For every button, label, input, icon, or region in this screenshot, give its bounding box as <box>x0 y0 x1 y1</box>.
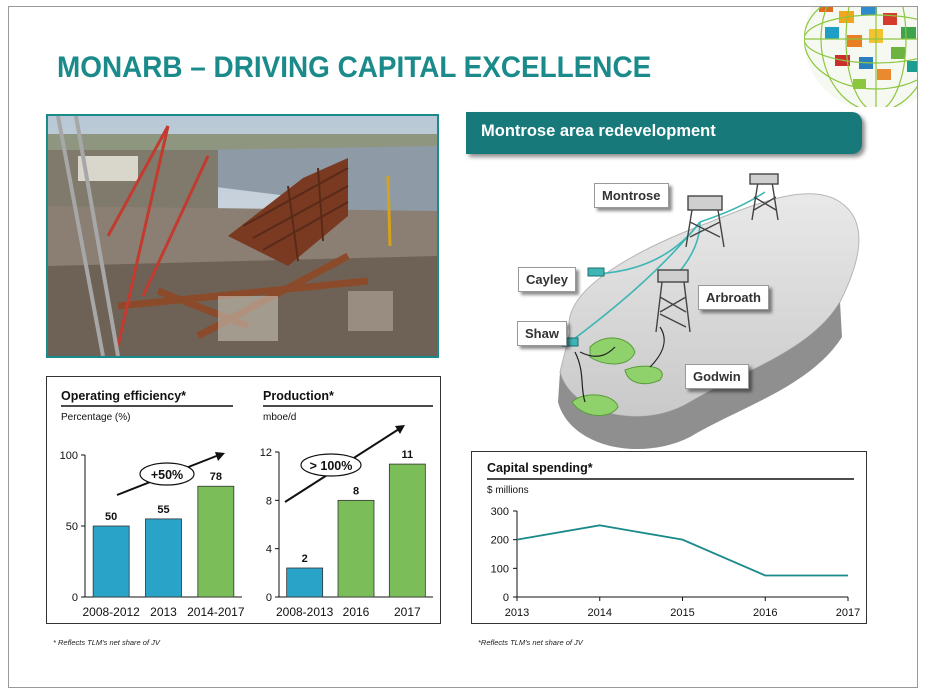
bar-charts: Operating efficiency* Percentage (%) 0 50… <box>60 389 433 619</box>
production-ytick-label: 0 <box>266 592 272 604</box>
production-title: Production* <box>263 389 334 403</box>
efficiency-bar <box>145 518 182 598</box>
platform-arbroath-icon <box>655 269 691 333</box>
efficiency-unit: Percentage (%) <box>61 412 130 423</box>
label-cayley: Cayley <box>518 267 576 292</box>
efficiency-category-label: 2014-2017 <box>187 605 245 619</box>
efficiency-ytick-label: 50 <box>66 521 78 533</box>
efficiency-data-label: 78 <box>210 471 222 483</box>
label-montrose: Montrose <box>594 183 669 208</box>
production-bar <box>337 499 375 598</box>
footnote-right: *Reflects TLM's net share of JV <box>478 638 583 647</box>
efficiency-ytick-label: 0 <box>72 592 78 604</box>
capital-xtick-label: 2014 <box>588 607 612 619</box>
capital-title: Capital spending* <box>487 461 593 475</box>
production-data-label: 8 <box>353 485 359 497</box>
efficiency-badge: +50% <box>151 468 183 482</box>
production-ytick-label: 12 <box>260 447 272 459</box>
production-category-label: 2017 <box>394 605 421 619</box>
montrose-banner: Montrose area redevelopment <box>466 112 862 154</box>
efficiency-category-label: 2013 <box>150 605 177 619</box>
capital-xtick-label: 2017 <box>836 607 860 619</box>
capital-ytick-label: 100 <box>491 563 509 575</box>
production-bar <box>286 567 324 598</box>
efficiency-data-label: 55 <box>157 504 169 516</box>
construction-site-photo <box>46 114 439 358</box>
efficiency-growth-arrow: +50% <box>116 452 225 496</box>
capital-series-line <box>516 524 848 577</box>
page-title: MONARB – DRIVING CAPITAL EXCELLENCE <box>57 51 652 84</box>
subsea-cayley-icon <box>587 267 605 277</box>
globe-logo-icon <box>804 7 917 107</box>
efficiency-bar <box>197 485 235 598</box>
platform-montrose-icon <box>685 173 779 248</box>
efficiency-category-label: 2008-2012 <box>82 605 140 619</box>
production-category-label: 2008-2013 <box>276 605 334 619</box>
capital-xtick-label: 2016 <box>753 607 777 619</box>
capital-ytick-label: 0 <box>503 592 509 604</box>
label-godwin: Godwin <box>685 364 749 389</box>
production-bar <box>388 463 426 598</box>
production-category-label: 2016 <box>343 605 370 619</box>
label-arbroath: Arbroath <box>698 285 769 310</box>
capital-xtick-label: 2015 <box>670 607 694 619</box>
capital-ytick-label: 200 <box>491 535 509 547</box>
capital-spending-chart: Capital spending* $ millions 0 100 200 300 2… <box>487 461 860 619</box>
efficiency-title: Operating efficiency* <box>61 389 186 403</box>
production-unit: mboe/d <box>263 412 296 423</box>
efficiency-ytick-label: 100 <box>60 450 78 462</box>
capital-xtick-label: 2013 <box>505 607 529 619</box>
footnote-left: * Reflects TLM's net share of JV <box>53 638 160 647</box>
production-data-label: 2 <box>302 553 308 565</box>
production-ytick-label: 8 <box>266 495 272 507</box>
production-growth-arrow: > 100% <box>284 425 405 503</box>
production-ytick-label: 4 <box>266 544 272 556</box>
capital-ytick-label: 300 <box>491 506 509 518</box>
label-shaw: Shaw <box>517 321 567 346</box>
photo-illustration <box>48 116 437 356</box>
capital-unit: $ millions <box>487 485 529 496</box>
efficiency-production-panel: Operating efficiency* Percentage (%) 0 50… <box>46 376 441 624</box>
capital-spending-panel: Capital spending* $ millions 0 100 200 300 2… <box>471 451 867 624</box>
production-badge: > 100% <box>310 459 353 473</box>
efficiency-data-label: 50 <box>105 511 117 523</box>
efficiency-bar <box>92 525 130 598</box>
production-data-label: 11 <box>402 449 414 461</box>
